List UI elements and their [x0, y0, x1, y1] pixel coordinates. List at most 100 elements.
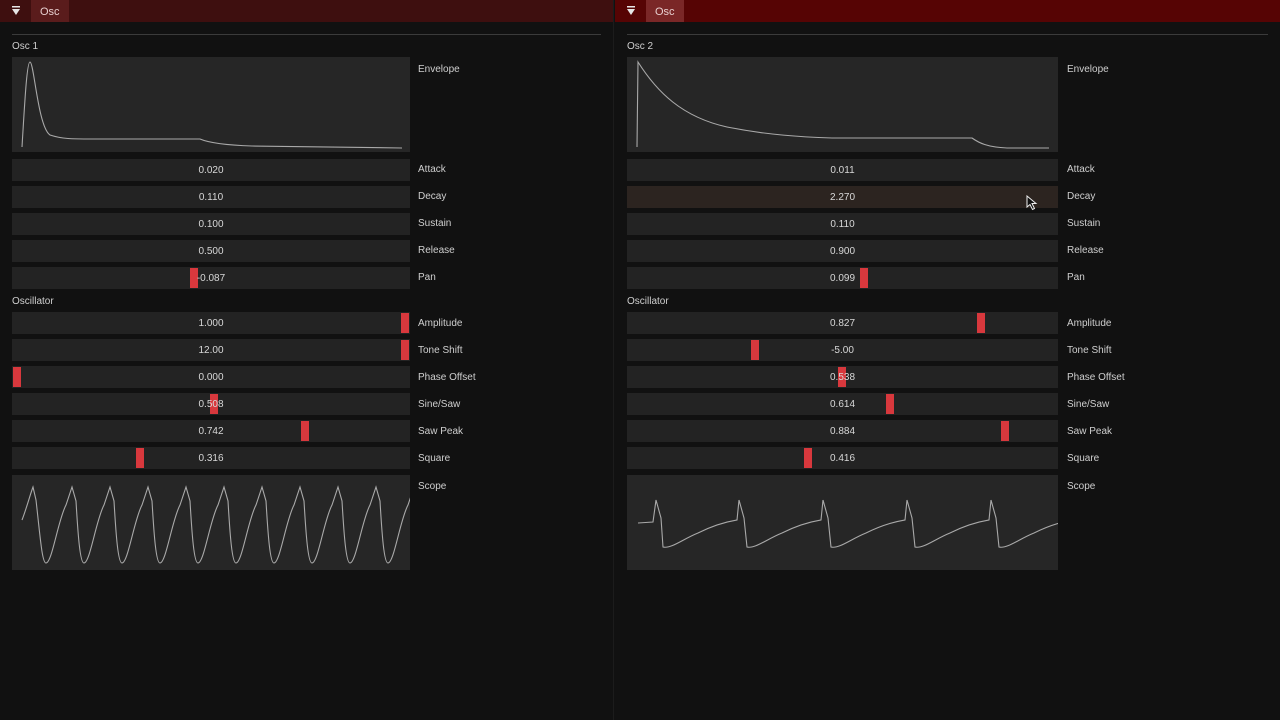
- scope-label: Scope: [418, 481, 447, 492]
- slider-thumb[interactable]: [401, 340, 409, 360]
- slider-value: 0.538: [829, 372, 856, 383]
- sine-saw-slider[interactable]: 0.508: [12, 393, 410, 415]
- slider-thumb[interactable]: [886, 394, 894, 414]
- tab-osc[interactable]: Osc: [646, 0, 684, 22]
- slider-thumb[interactable]: [136, 448, 144, 468]
- sustain-label: Sustain: [418, 218, 452, 229]
- slider-value: 0.416: [829, 453, 856, 464]
- scope-waveform: [21, 485, 410, 564]
- divider: [12, 34, 601, 35]
- oscillator-title: Oscillator: [627, 296, 669, 307]
- envelope-label: Envelope: [418, 64, 460, 75]
- slider-thumb[interactable]: [751, 340, 759, 360]
- slider-value: 0.100: [198, 219, 224, 230]
- scope-graph: [627, 475, 1058, 570]
- slider-value: 12.00: [198, 345, 224, 356]
- amplitude-label: Amplitude: [1067, 318, 1112, 329]
- slider-value: 0.020: [198, 165, 224, 176]
- slider-thumb[interactable]: [301, 421, 309, 441]
- slider-value: 0.742: [198, 426, 224, 437]
- square-slider[interactable]: 0.416: [627, 447, 1058, 469]
- square-slider[interactable]: 0.316: [12, 447, 410, 469]
- tab-osc[interactable]: Osc: [31, 0, 69, 22]
- attack-slider[interactable]: 0.011: [627, 159, 1058, 181]
- section-title: Osc 1: [12, 41, 39, 52]
- slider-thumb[interactable]: [401, 313, 409, 333]
- slider-value: 2.270: [829, 192, 856, 203]
- slider-value: 0.110: [198, 192, 224, 203]
- tone-shift-label: Tone Shift: [1067, 345, 1112, 356]
- tone-shift-slider[interactable]: 12.00: [12, 339, 410, 361]
- slider-value: 0.110: [830, 219, 855, 230]
- slider-thumb[interactable]: [860, 268, 868, 288]
- pan-label: Pan: [1067, 272, 1085, 283]
- sine-saw-label: Sine/Saw: [418, 399, 461, 410]
- amplitude-slider[interactable]: 1.000: [12, 312, 410, 334]
- decay-label: Decay: [1067, 191, 1096, 202]
- tone-shift-slider[interactable]: -5.00: [627, 339, 1058, 361]
- slider-thumb[interactable]: [804, 448, 812, 468]
- osc1-titlebar: Osc: [0, 0, 613, 22]
- decay-slider[interactable]: 0.110: [12, 186, 410, 208]
- osc2-titlebar: Osc: [615, 0, 1280, 22]
- slider-thumb[interactable]: [977, 313, 985, 333]
- release-label: Release: [418, 245, 455, 256]
- envelope-graph: [12, 57, 410, 152]
- slider-value: -5.00: [831, 345, 854, 356]
- attack-label: Attack: [1067, 164, 1095, 175]
- slider-value: 0.884: [829, 426, 856, 437]
- osc2-panel: Osc Osc 2 Envelope 0.011 Attack 2.270 De…: [615, 0, 1280, 720]
- slider-value: 0.500: [198, 246, 224, 257]
- release-label: Release: [1067, 245, 1104, 256]
- osc1-panel: Osc Osc 1 Envelope 0.020 Attack 0.110 De…: [0, 0, 614, 720]
- scope-label: Scope: [1067, 481, 1096, 492]
- attack-label: Attack: [418, 164, 446, 175]
- oscillator-title: Oscillator: [12, 296, 54, 307]
- mouse-pointer-icon: [1026, 195, 1038, 211]
- tone-shift-label: Tone Shift: [418, 345, 463, 356]
- triangle-down-icon[interactable]: [10, 5, 22, 17]
- slider-value: 0.316: [198, 453, 224, 464]
- slider-thumb[interactable]: [190, 268, 198, 288]
- slider-thumb[interactable]: [838, 367, 846, 387]
- slider-value: 1.000: [198, 318, 224, 329]
- slider-thumb[interactable]: [13, 367, 21, 387]
- pan-slider[interactable]: -0.087: [12, 267, 410, 289]
- sustain-slider[interactable]: 0.110: [627, 213, 1058, 235]
- decay-label: Decay: [418, 191, 447, 202]
- slider-value: 0.099: [829, 273, 856, 284]
- sine-saw-label: Sine/Saw: [1067, 399, 1110, 410]
- phase-offset-label: Phase Offset: [418, 372, 476, 383]
- slider-thumb[interactable]: [210, 394, 218, 414]
- slider-value: 0.508: [198, 399, 224, 410]
- pan-slider[interactable]: 0.099: [627, 267, 1058, 289]
- sustain-slider[interactable]: 0.100: [12, 213, 410, 235]
- release-slider[interactable]: 0.900: [627, 240, 1058, 262]
- scope-graph: [12, 475, 410, 570]
- envelope-label: Envelope: [1067, 64, 1109, 75]
- envelope-graph: [627, 57, 1058, 152]
- slider-value: 0.827: [829, 318, 856, 329]
- release-slider[interactable]: 0.500: [12, 240, 410, 262]
- square-label: Square: [1067, 453, 1100, 464]
- sustain-label: Sustain: [1067, 218, 1101, 229]
- triangle-down-icon[interactable]: [625, 5, 637, 17]
- saw-peak-slider[interactable]: 0.884: [627, 420, 1058, 442]
- slider-thumb[interactable]: [1001, 421, 1009, 441]
- phase-offset-slider[interactable]: 0.538: [627, 366, 1058, 388]
- slider-value: 0.011: [830, 165, 855, 176]
- decay-slider[interactable]: 2.270: [627, 186, 1058, 208]
- sine-saw-slider[interactable]: 0.614: [627, 393, 1058, 415]
- pan-label: Pan: [418, 272, 436, 283]
- saw-peak-slider[interactable]: 0.742: [12, 420, 410, 442]
- scope-waveform: [637, 499, 1058, 548]
- slider-value: 0.614: [829, 399, 856, 410]
- square-label: Square: [418, 453, 451, 464]
- amplitude-slider[interactable]: 0.827: [627, 312, 1058, 334]
- section-title: Osc 2: [627, 41, 654, 52]
- attack-slider[interactable]: 0.020: [12, 159, 410, 181]
- phase-offset-slider[interactable]: 0.000: [12, 366, 410, 388]
- slider-value: 0.900: [829, 246, 856, 257]
- slider-value: 0.000: [198, 372, 224, 383]
- phase-offset-label: Phase Offset: [1067, 372, 1125, 383]
